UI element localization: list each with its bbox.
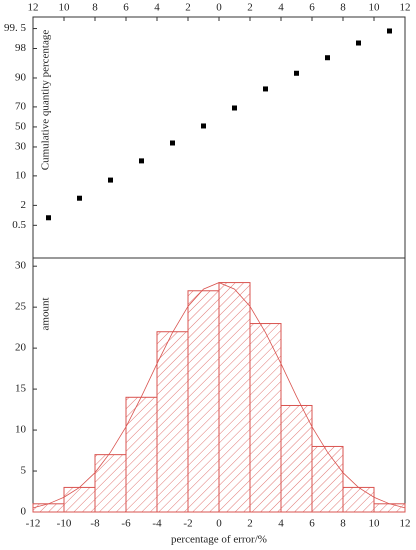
x-tick-label: 12 bbox=[400, 2, 411, 14]
point bbox=[232, 105, 237, 111]
fit-curve bbox=[32, 282, 406, 509]
y-tick-label: 0.5 bbox=[12, 219, 26, 231]
x-tick-label: 10 bbox=[369, 2, 381, 14]
x-tick-label: 2 bbox=[247, 2, 253, 14]
x-tick-label: 4 bbox=[278, 518, 284, 530]
y-tick-label: 25 bbox=[15, 301, 27, 313]
bar bbox=[63, 486, 96, 513]
bar bbox=[32, 503, 65, 513]
bar bbox=[342, 486, 375, 513]
x-tick-label: 0 bbox=[216, 518, 222, 530]
y-tick-label: 5 bbox=[21, 465, 27, 477]
point bbox=[387, 28, 392, 34]
x-tick-label: 2 bbox=[247, 518, 253, 530]
y-tick-label: 90 bbox=[15, 72, 27, 84]
y-tick-label: 20 bbox=[15, 342, 27, 354]
bar bbox=[280, 404, 313, 513]
y-tick-label: 15 bbox=[15, 383, 27, 395]
x-tick-label: -6 bbox=[121, 518, 131, 530]
point bbox=[201, 123, 206, 129]
bar bbox=[187, 290, 220, 513]
x-tick-label: -2 bbox=[183, 518, 192, 530]
y-tick-label: 2 bbox=[21, 199, 27, 211]
y-tick-label: 70 bbox=[15, 100, 27, 112]
x-tick-label: -12 bbox=[26, 518, 41, 530]
point bbox=[46, 215, 51, 221]
x-tick-label: 10 bbox=[59, 2, 71, 14]
point bbox=[263, 86, 268, 92]
bar bbox=[156, 331, 189, 513]
x-tick-label: 12 bbox=[28, 2, 39, 14]
x-tick-label: -4 bbox=[152, 518, 162, 530]
plot-frame bbox=[32, 16, 406, 259]
x-tick-label: 8 bbox=[340, 2, 346, 14]
y-axis-title: Cumulative quantity percentage bbox=[40, 30, 52, 171]
bar bbox=[373, 503, 406, 513]
x-tick-label: 4 bbox=[278, 2, 284, 14]
bar bbox=[249, 323, 282, 513]
bar bbox=[125, 396, 158, 513]
x-tick-label: 6 bbox=[309, 518, 315, 530]
x-tick-label: 6 bbox=[123, 2, 129, 14]
point bbox=[77, 195, 82, 201]
y-tick-label: 10 bbox=[15, 424, 27, 436]
x-tick-label: 8 bbox=[340, 518, 346, 530]
x-tick-label: -8 bbox=[90, 518, 100, 530]
bar bbox=[218, 282, 251, 513]
point bbox=[139, 158, 144, 164]
x-axis-title: percentage of error/% bbox=[171, 534, 267, 546]
point bbox=[325, 55, 330, 61]
y-tick-label: 30 bbox=[15, 140, 27, 152]
x-tick-label: 0 bbox=[216, 2, 222, 14]
y-tick-label: 50 bbox=[15, 120, 27, 132]
point bbox=[170, 140, 175, 146]
x-tick-label: 6 bbox=[309, 2, 315, 14]
bar bbox=[94, 454, 127, 513]
y-tick-label: 98 bbox=[15, 42, 27, 54]
bar bbox=[311, 445, 344, 513]
y-tick-label: 30 bbox=[15, 260, 27, 272]
point bbox=[294, 70, 299, 76]
y-tick-label: 0 bbox=[21, 506, 27, 518]
point bbox=[108, 177, 113, 183]
y-tick-label: 10 bbox=[15, 169, 27, 181]
point bbox=[356, 40, 361, 46]
y-tick-label: 99. 5 bbox=[4, 22, 27, 34]
x-tick-label: 4 bbox=[154, 2, 160, 14]
x-tick-label: 8 bbox=[92, 2, 98, 14]
x-tick-label: 2 bbox=[185, 2, 191, 14]
x-tick-label: 12 bbox=[400, 518, 411, 530]
x-tick-label: -10 bbox=[57, 518, 72, 530]
y-axis-title: amount bbox=[40, 298, 52, 331]
x-tick-label: 10 bbox=[369, 518, 381, 530]
